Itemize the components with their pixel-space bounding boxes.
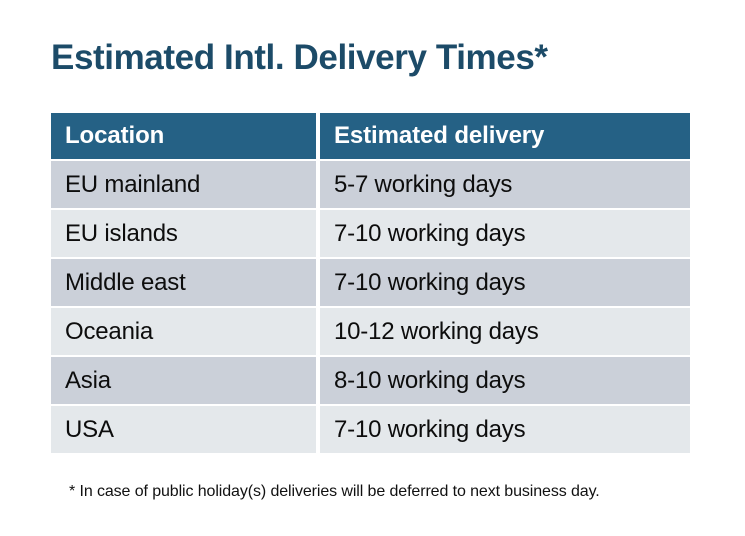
table-row: EU mainland 5-7 working days [51,161,690,208]
cell-delivery: 10-12 working days [320,308,690,355]
column-header-location: Location [51,113,316,159]
column-header-estimated-delivery: Estimated delivery [320,113,690,159]
table-row: Asia 8-10 working days [51,357,690,404]
cell-location: EU islands [51,210,316,257]
table-header-row: Location Estimated delivery [51,113,690,159]
table-row: Oceania 10-12 working days [51,308,690,355]
cell-delivery: 8-10 working days [320,357,690,404]
cell-delivery: 5-7 working days [320,161,690,208]
cell-location: Asia [51,357,316,404]
cell-location: Oceania [51,308,316,355]
cell-delivery: 7-10 working days [320,210,690,257]
cell-delivery: 7-10 working days [320,406,690,453]
delivery-times-table: Location Estimated delivery EU mainland … [51,113,690,455]
table-row: EU islands 7-10 working days [51,210,690,257]
cell-delivery: 7-10 working days [320,259,690,306]
cell-location: Middle east [51,259,316,306]
table-row: Middle east 7-10 working days [51,259,690,306]
table-row: USA 7-10 working days [51,406,690,453]
cell-location: USA [51,406,316,453]
page-title: Estimated Intl. Delivery Times* [51,38,548,77]
cell-location: EU mainland [51,161,316,208]
footnote-text: * In case of public holiday(s) deliverie… [69,483,600,500]
